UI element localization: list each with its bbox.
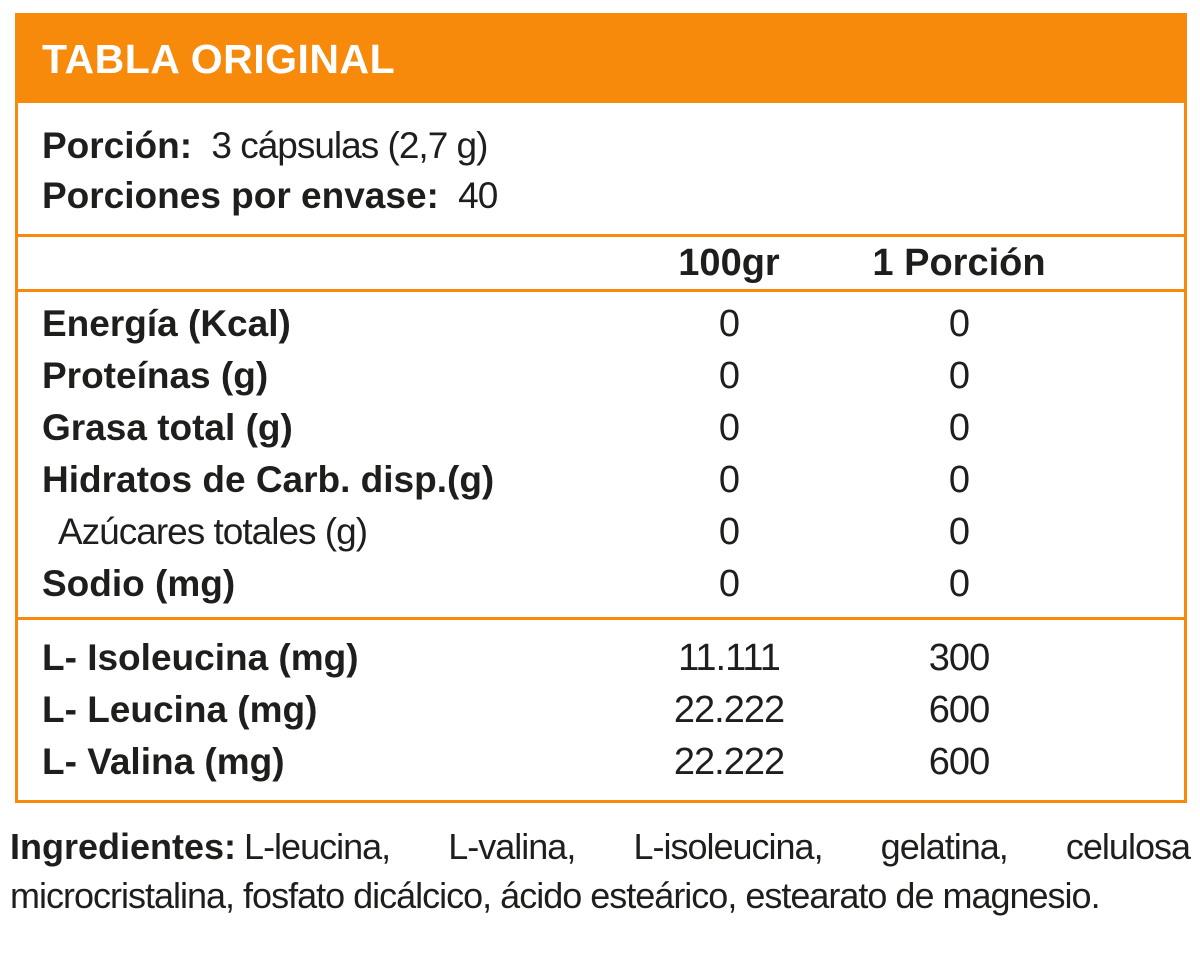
table-row: Proteínas (g) 0 0: [18, 350, 1184, 402]
row-label: Grasa total (g): [42, 407, 293, 448]
table-row: Sodio (mg) 0 0: [18, 558, 1184, 610]
table-row: Hidratos de Carb. disp.(g) 0 0: [18, 454, 1184, 506]
row-value-per100: 0: [718, 458, 740, 501]
row-value-per-serving: 300: [928, 636, 990, 679]
row-value-per-serving: 0: [948, 406, 970, 449]
nutrition-table: TABLA ORIGINAL Porción: 3 cápsulas (2,7 …: [15, 13, 1187, 803]
table-row: Azúcares totales (g) 0 0: [18, 506, 1184, 558]
serving-info: Porción: 3 cápsulas (2,7 g) Porciones po…: [18, 103, 1184, 234]
row-value-per100: 0: [718, 354, 740, 397]
row-value-per100: 0: [718, 562, 740, 605]
table-title: TABLA ORIGINAL: [42, 36, 396, 82]
row-value-per-serving: 600: [928, 688, 990, 731]
nutrients-section: Energía (Kcal) 0 0 Proteínas (g) 0 0 Gra…: [18, 292, 1184, 617]
row-value-per100: 22.222: [673, 740, 785, 783]
row-label: Sodio (mg): [42, 563, 236, 604]
row-value-per-serving: 0: [948, 458, 970, 501]
column-header-row: 100gr 1 Porción: [18, 234, 1184, 292]
row-value-per100: 0: [718, 510, 740, 553]
ingredients-label: Ingredientes:: [10, 826, 237, 867]
column-header-per100: 100gr: [678, 241, 780, 284]
row-value-per100: 0: [718, 302, 740, 345]
servings-per-container-line: Porciones por envase: 40: [42, 171, 1160, 221]
row-label: L- Isoleucina (mg): [42, 637, 359, 678]
row-value-per100: 22.222: [673, 688, 785, 731]
table-row: Energía (Kcal) 0 0: [18, 298, 1184, 350]
row-label: Energía (Kcal): [42, 303, 291, 344]
table-row: Grasa total (g) 0 0: [18, 402, 1184, 454]
ingredients-text: L-leucina, L-valina, L-isoleucina, gelat…: [10, 826, 1191, 916]
row-value-per-serving: 0: [948, 354, 970, 397]
row-value-per100: 11.111: [678, 636, 781, 679]
row-value-per-serving: 0: [948, 562, 970, 605]
row-value-per-serving: 0: [948, 302, 970, 345]
portion-label: Porción:: [42, 125, 193, 166]
table-row: L- Leucina (mg) 22.222 600: [18, 684, 1184, 736]
row-value-per-serving: 600: [928, 740, 990, 783]
portion-line: Porción: 3 cápsulas (2,7 g): [42, 121, 1160, 171]
portion-value: 3 cápsulas (2,7 g): [211, 125, 488, 166]
table-row: L- Isoleucina (mg) 11.111 300: [18, 632, 1184, 684]
row-label: Azúcares totales (g): [58, 511, 368, 552]
amino-acids-section: L- Isoleucina (mg) 11.111 300 L- Leucina…: [18, 617, 1184, 800]
servings-per-container-value: 40: [458, 175, 498, 216]
row-label: L- Valina (mg): [42, 741, 285, 782]
ingredients-paragraph: Ingredientes: L-leucina, L-valina, L-isol…: [10, 822, 1191, 920]
table-row: L- Valina (mg) 22.222 600: [18, 736, 1184, 788]
table-header-bar: TABLA ORIGINAL: [18, 16, 1184, 103]
row-label: Hidratos de Carb. disp.(g): [42, 459, 495, 500]
row-value-per100: 0: [718, 406, 740, 449]
servings-per-container-label: Porciones por envase:: [42, 175, 439, 216]
row-label: L- Leucina (mg): [42, 689, 318, 730]
column-header-per-serving: 1 Porción: [872, 241, 1046, 284]
row-value-per-serving: 0: [948, 510, 970, 553]
row-label: Proteínas (g): [42, 355, 269, 396]
